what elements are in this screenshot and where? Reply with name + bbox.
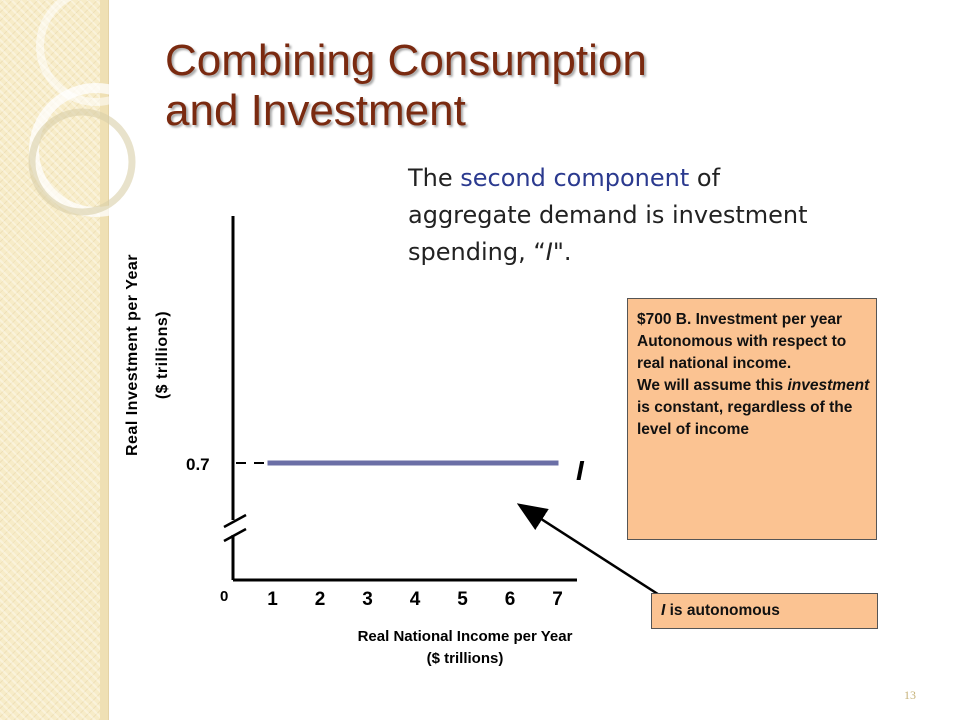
x-axis-label-line-2: ($ trillions) bbox=[427, 650, 504, 667]
callout-line-3: We will assume this investment is consta… bbox=[637, 375, 870, 441]
x-tick-labels: 1 2 3 4 5 6 7 bbox=[267, 589, 563, 610]
x-tick-label-2: 2 bbox=[315, 589, 326, 610]
intro-text: The second component of aggregate demand… bbox=[408, 160, 848, 271]
sidebar-stripe bbox=[100, 0, 108, 720]
x-tick-label-5: 5 bbox=[457, 589, 468, 610]
intro-part-1: The bbox=[408, 164, 461, 192]
x-axis-label-line-1: Real National Income per Year bbox=[358, 628, 573, 645]
sidebar-rings-decoration bbox=[28, 0, 163, 217]
intro-highlight: second component bbox=[460, 164, 690, 192]
callout-line-3-post: is constant, regardless of the level of … bbox=[637, 399, 853, 438]
y-tick-label: 0.7 bbox=[186, 455, 210, 474]
x-tick-label-4: 4 bbox=[410, 589, 421, 610]
origin-label: 0 bbox=[220, 588, 228, 605]
intro-symbol: I bbox=[545, 238, 553, 266]
callout-line-2: Autonomous with respect to real national… bbox=[637, 333, 847, 372]
callout-line-1: $700 B. Investment per year bbox=[637, 311, 843, 328]
x-tick-label-3: 3 bbox=[362, 589, 373, 610]
investment-callout-box: $700 B. Investment per year Autonomous w… bbox=[627, 298, 877, 540]
title-line-2: and Investment bbox=[165, 86, 466, 135]
intro-part-2: of aggregate demand is investment spendi… bbox=[408, 164, 808, 266]
callout-line-3-em: investment bbox=[787, 377, 870, 394]
autonomous-symbol: I bbox=[661, 602, 666, 619]
axis-break-mark-1 bbox=[223, 513, 247, 529]
callout-line-3-pre: We will assume this bbox=[637, 377, 788, 394]
x-tick-label-7: 7 bbox=[552, 589, 563, 610]
y-axis-label-line-1: Real Investment per Year bbox=[124, 254, 141, 456]
autonomous-text: is autonomous bbox=[665, 602, 780, 619]
intro-part-3: ". bbox=[552, 238, 572, 266]
y-axis-label-line-2: ($ trillions) bbox=[154, 311, 171, 399]
axis-break-mark-2 bbox=[223, 527, 247, 543]
title-line-1: Combining Consumption bbox=[165, 36, 647, 85]
autonomous-callout-box: I is autonomous bbox=[651, 593, 878, 629]
slide-number: 13 bbox=[904, 688, 916, 702]
callout-arrow bbox=[516, 503, 665, 600]
x-tick-label-1: 1 bbox=[267, 589, 278, 610]
slide-title: Combining Consumption and Investment bbox=[165, 36, 865, 136]
series-label-I: I bbox=[576, 455, 585, 486]
x-tick-label-6: 6 bbox=[505, 589, 516, 610]
